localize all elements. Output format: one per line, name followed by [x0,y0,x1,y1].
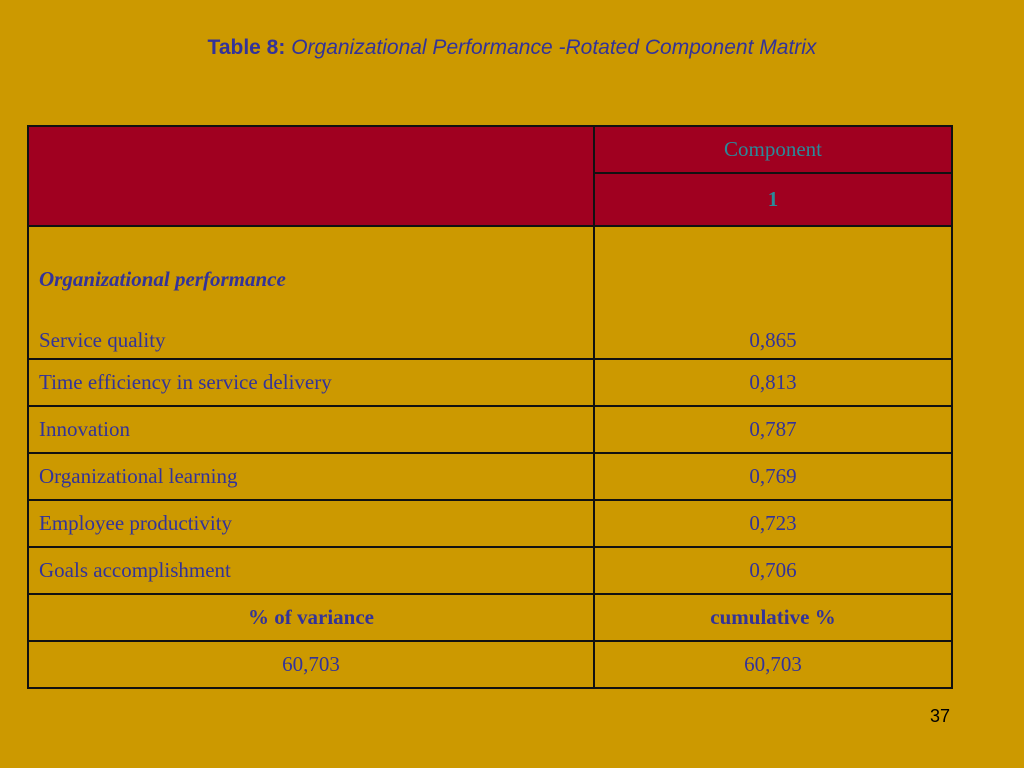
title-label: Table 8: [207,36,286,59]
value-cell: 0,813 [593,358,953,407]
value-cell: 0,865 [593,225,953,360]
label-cell: Time efficiency in service delivery [27,358,595,407]
footer-header: % of variance [27,593,595,642]
label-cell: Organizational performance Service qualit… [27,225,595,360]
footer-value: 60,703 [27,640,595,689]
header-row: 1 [28,172,953,227]
value-cell: 0,723 [593,499,953,548]
header-blank [27,125,595,227]
label-cell: Employee productivity [27,499,595,548]
label-cell: Innovation [27,405,595,454]
value-cell: 0,706 [593,546,953,595]
table-body: Component 1 Organizational performance Se… [27,125,953,689]
footer-header-row: % of variance cumulative % [27,593,953,642]
row: Organizational learning 0,769 [27,452,953,501]
title: Table 8: Organizational Performance -Rot… [0,36,1024,60]
row: Goals accomplishment 0,706 [27,546,953,595]
section-label: Organizational performance [39,267,286,291]
footer-header: cumulative % [593,593,953,642]
label-cell: Goals accomplishment [27,546,595,595]
label-cell: Organizational learning [27,452,595,501]
title-text: Organizational Performance -Rotated Comp… [291,36,817,59]
row: Time efficiency in service delivery 0,813 [27,358,953,407]
table: Component 1 Organizational performance Se… [27,125,953,689]
footer-value-row: 60,703 60,703 [27,640,953,689]
row: Employee productivity 0,723 [27,499,953,548]
header-group: Component [593,125,953,174]
row: Innovation 0,787 [27,405,953,454]
row: Organizational performance Service qualit… [27,225,953,360]
value-cell: 0,787 [593,405,953,454]
header-column: 1 [593,172,953,227]
value-cell: 0,769 [593,452,953,501]
row-label: Service quality [39,328,166,352]
page-number: 37 [930,706,951,726]
footer-value: 60,703 [593,640,953,689]
header-row: Component [27,125,953,227]
